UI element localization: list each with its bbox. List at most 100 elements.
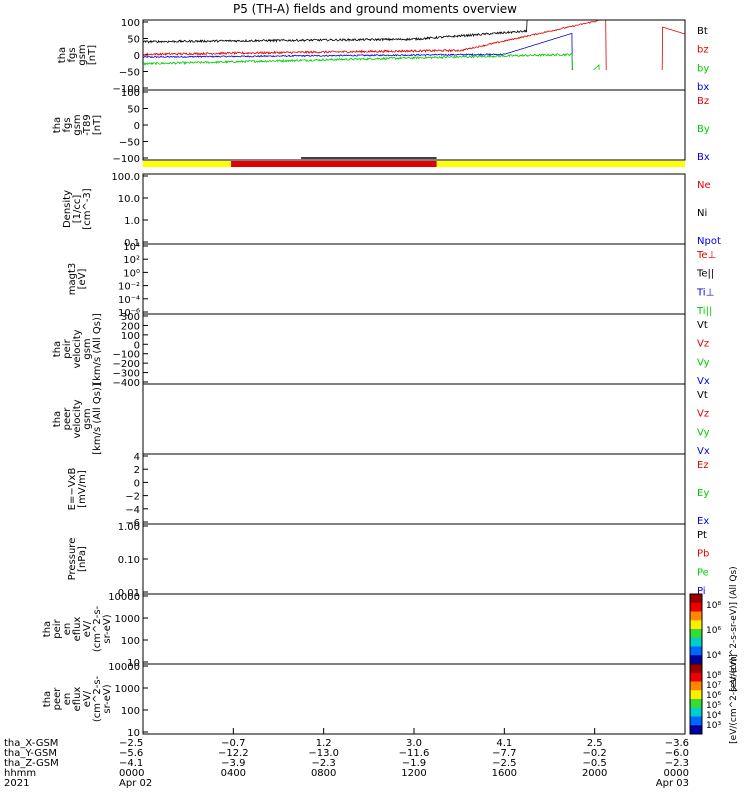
heatmap-cell xyxy=(314,672,320,676)
heatmap-cell xyxy=(575,676,581,680)
heatmap-cell xyxy=(198,645,204,649)
heatmap-cell xyxy=(610,668,616,672)
heatmap-cell xyxy=(524,668,530,672)
heatmap-cell xyxy=(253,594,259,598)
heatmap-cell xyxy=(540,707,546,711)
heatmap-cell xyxy=(294,637,300,641)
heatmap-cell xyxy=(625,691,631,695)
x-tick-value: 2000 xyxy=(582,768,607,779)
heatmap-cell xyxy=(183,645,189,649)
heatmap-cell xyxy=(153,711,159,715)
heatmap-cell xyxy=(424,683,430,687)
heatmap-cell xyxy=(615,707,621,711)
heatmap-cell xyxy=(329,617,335,621)
heatmap-cell xyxy=(514,718,520,722)
heatmap-cell xyxy=(570,676,576,680)
heatmap-cell xyxy=(444,687,450,691)
heatmap-cell xyxy=(289,726,295,730)
heatmap-cell xyxy=(560,687,566,691)
heatmap-cell xyxy=(610,629,616,633)
heatmap-cell xyxy=(660,703,666,707)
heatmap-cell xyxy=(595,683,601,687)
colorbar-swatch xyxy=(690,664,702,674)
heatmap-cell xyxy=(163,703,169,707)
heatmap-cell xyxy=(344,656,350,660)
heatmap-cell xyxy=(429,621,435,625)
heatmap-cell xyxy=(198,656,204,660)
heatmap-cell xyxy=(394,633,400,637)
heatmap-cell xyxy=(469,722,475,726)
heatmap-cell xyxy=(640,645,646,649)
heatmap-cell xyxy=(464,645,470,649)
y-tick-label: −100 xyxy=(113,350,140,361)
heatmap-cell xyxy=(675,641,681,645)
heatmap-cell xyxy=(550,707,556,711)
heatmap-cell xyxy=(389,656,395,660)
heatmap-cell xyxy=(354,703,360,707)
heatmap-cell xyxy=(253,625,259,629)
heatmap-cell xyxy=(203,722,209,726)
heatmap-cell xyxy=(620,641,626,645)
heatmap-cell xyxy=(223,625,229,629)
heatmap-cell xyxy=(263,664,269,668)
heatmap-cell xyxy=(263,695,269,699)
heatmap-cell xyxy=(238,676,244,680)
heatmap-cell xyxy=(655,648,661,652)
heatmap-cell xyxy=(454,687,460,691)
heatmap-cell xyxy=(419,648,425,652)
legend-entry-pressure-2: Pe xyxy=(697,567,709,578)
heatmap-cell xyxy=(253,672,259,676)
heatmap-cell xyxy=(228,645,234,649)
heatmap-cell xyxy=(670,656,676,660)
heatmap-cell xyxy=(565,718,571,722)
heatmap-cell xyxy=(580,610,586,614)
heatmap-cell xyxy=(354,707,360,711)
heatmap-cell xyxy=(610,656,616,660)
heatmap-cell xyxy=(434,718,440,722)
colorbar-tick: 10⁸ xyxy=(706,601,721,611)
heatmap-cell xyxy=(630,598,636,602)
heatmap-cell xyxy=(208,621,214,625)
heatmap-cell xyxy=(263,683,269,687)
y-tick-label: −2 xyxy=(125,492,140,503)
heatmap-cell xyxy=(279,617,285,621)
heatmap-cell xyxy=(529,637,535,641)
heatmap-cell xyxy=(374,664,380,668)
heatmap-cell xyxy=(660,648,666,652)
heatmap-cell xyxy=(464,680,470,684)
series-line-peir_vel-vx xyxy=(229,338,432,350)
heatmap-cell xyxy=(233,641,239,645)
heatmap-cell xyxy=(489,715,495,719)
heatmap-cell xyxy=(394,726,400,730)
heatmap-cell xyxy=(459,718,465,722)
heatmap-cell xyxy=(519,680,525,684)
heatmap-cell xyxy=(193,726,199,730)
heatmap-cell xyxy=(163,641,169,645)
heatmap-cell xyxy=(600,683,606,687)
heatmap-cell xyxy=(284,633,290,637)
heatmap-cell xyxy=(198,625,204,629)
heatmap-cell xyxy=(600,598,606,602)
heatmap-cell xyxy=(590,648,596,652)
heatmap-cell xyxy=(620,683,626,687)
heatmap-cell xyxy=(434,594,440,598)
heatmap-cell xyxy=(454,691,460,695)
heatmap-cell xyxy=(675,602,681,606)
heatmap-cell xyxy=(429,637,435,641)
heatmap-cell xyxy=(605,664,611,668)
heatmap-cell xyxy=(585,699,591,703)
heatmap-cell xyxy=(499,672,505,676)
heatmap-cell xyxy=(374,676,380,680)
heatmap-cell xyxy=(379,687,385,691)
heatmap-cell xyxy=(635,664,641,668)
heatmap-cell xyxy=(459,695,465,699)
heatmap-cell xyxy=(233,715,239,719)
heatmap-cell xyxy=(218,652,224,656)
heatmap-cell xyxy=(519,637,525,641)
heatmap-cell xyxy=(660,613,666,617)
heatmap-cell xyxy=(279,621,285,625)
heatmap-cell xyxy=(404,691,410,695)
heatmap-cell xyxy=(359,613,365,617)
heatmap-cell xyxy=(394,715,400,719)
heatmap-cell xyxy=(379,715,385,719)
